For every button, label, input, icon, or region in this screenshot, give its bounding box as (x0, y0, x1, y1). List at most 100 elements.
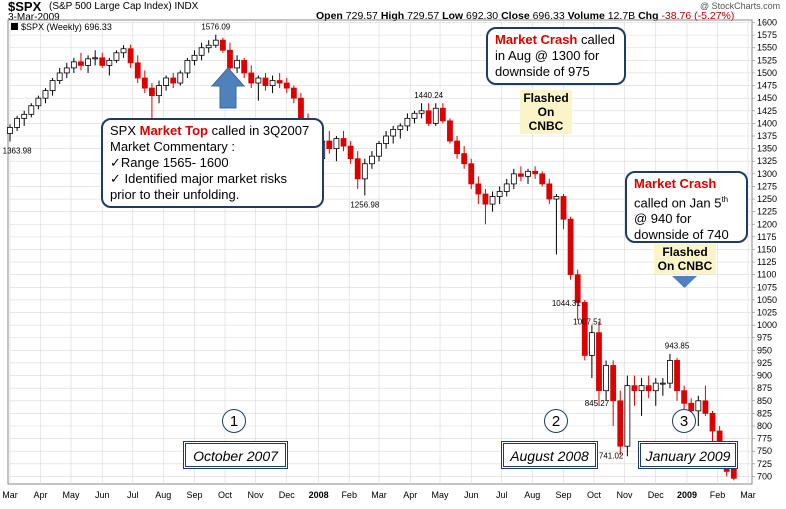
x-tick-label: Mar (371, 490, 387, 500)
crash-jan-line2-text: called on Jan 5 (634, 195, 722, 211)
y-tick-label: 825 (757, 408, 772, 418)
flash-cnbc-2: Flashed On CNBC (654, 244, 716, 274)
close-value: 696.33 (532, 10, 565, 22)
candle-body (645, 385, 652, 392)
y-tick-label: 1475 (757, 81, 777, 91)
market-top-line1: SPX Market Top called in 3Q2007 (110, 123, 315, 139)
open-value: 729.57 (345, 10, 378, 22)
candle-body (596, 332, 602, 392)
candle-body (702, 400, 709, 414)
market-top-highlight: Market Top (139, 123, 209, 138)
candle-body (610, 365, 617, 402)
candle-body (482, 193, 489, 205)
candle-body (390, 129, 397, 137)
price-label: 1440.24 (414, 91, 443, 100)
candle-body (326, 140, 333, 150)
candle-body (667, 360, 673, 384)
legend-swatch (11, 23, 18, 30)
price-label: 1007.51 (573, 317, 602, 326)
volume-value: 12.7B (607, 10, 636, 22)
x-tick-label: Jun (95, 490, 110, 500)
candle-body (624, 385, 631, 447)
x-tick-label: Dec (279, 490, 296, 500)
candle-body (340, 138, 347, 147)
y-tick-label: 850 (757, 396, 772, 406)
index-name: (S&P 500 Large Cap Index) INDX (49, 1, 198, 12)
candle-body (681, 390, 688, 404)
marker-3-circle: 3 (672, 409, 696, 433)
candle-body (70, 61, 77, 69)
y-tick-label: 1100 (757, 270, 776, 280)
candle-body (439, 107, 446, 122)
candle-body (425, 110, 432, 124)
candle-body (503, 183, 510, 192)
x-tick-label: Apr (403, 490, 417, 500)
y-tick-label: 950 (757, 345, 772, 355)
candle-body (404, 117, 411, 127)
y-tick-label: 1425 (757, 106, 777, 116)
candle-body (92, 57, 99, 60)
y-tick-label: 1000 (757, 320, 777, 330)
candle-body (475, 183, 482, 195)
candle-body (227, 49, 233, 69)
crash-aug-line3: downside of 975 (495, 64, 590, 79)
candle-body (560, 196, 567, 220)
candle-body (99, 57, 106, 66)
chg-value: -38.76 (-5.27%) (661, 10, 735, 22)
close-label: Close (501, 10, 530, 22)
y-tick-label: 1300 (757, 169, 777, 179)
price-label: 1044.31 (552, 299, 581, 308)
candle-body (674, 360, 680, 392)
y-tick-label: 725 (757, 459, 772, 469)
x-tick-label: Jul (127, 490, 139, 500)
y-tick-label: 1050 (757, 295, 777, 305)
y-tick-label: 1150 (757, 244, 776, 254)
flash1-line1: Flashed (523, 91, 569, 105)
y-tick-label: 875 (757, 383, 772, 393)
candle-body (574, 274, 581, 303)
crash-jan-highlight: Market Crash (634, 176, 717, 191)
y-tick-label: 1450 (757, 93, 777, 103)
candle-body (361, 163, 368, 180)
candle-body (14, 117, 20, 128)
candle-body (354, 158, 361, 180)
marker-3-label: January 2009 (638, 441, 738, 469)
candle-body (461, 153, 468, 165)
candle-body (113, 52, 120, 61)
candle-body (35, 97, 42, 107)
candle-body (695, 400, 702, 412)
y-axis: 700 725 750 775 800 825 850 875 900 925 950 975 1000… (752, 18, 777, 481)
candle-body (298, 97, 304, 119)
y-tick-label: 1350 (757, 144, 777, 154)
grid (8, 20, 752, 484)
chart-date: 3-Mar-2009 (8, 12, 60, 23)
x-tick-label: 2008 (309, 490, 329, 500)
candle-body (49, 80, 56, 92)
x-axis: Mar Apr May Jun Jul Aug Sep Oct Nov Dec 2008 Feb Mar… (2, 490, 756, 500)
candle-body (518, 173, 524, 177)
candle-body (134, 62, 141, 79)
candle-body (120, 48, 127, 54)
price-label: 845.27 (585, 399, 610, 408)
market-top-line5: prior to their unfolding. (110, 187, 240, 202)
y-tick-label: 1200 (757, 219, 777, 229)
candle-body (269, 80, 276, 86)
x-tick-label: Oct (218, 490, 233, 500)
y-tick-label: 750 (757, 446, 772, 456)
x-tick-label: Mar (2, 490, 18, 500)
plot-frame (7, 19, 753, 485)
x-tick-label: Mar (740, 490, 756, 500)
candle-body (447, 120, 453, 142)
y-tick-label: 1375 (757, 131, 777, 141)
candle-body (262, 77, 269, 86)
candle-body (63, 67, 70, 74)
candle-body (532, 170, 539, 175)
y-tick-label: 900 (757, 371, 772, 381)
x-tick-label: Feb (341, 490, 357, 500)
crash-aug-highlight: Market Crash (495, 32, 578, 47)
candle-body (638, 385, 645, 392)
y-tick-label: 1500 (757, 68, 777, 78)
crash-jan-callout: Market Crash called on Jan 5th @ 940 for… (625, 171, 748, 243)
low-label: Low (442, 10, 464, 22)
